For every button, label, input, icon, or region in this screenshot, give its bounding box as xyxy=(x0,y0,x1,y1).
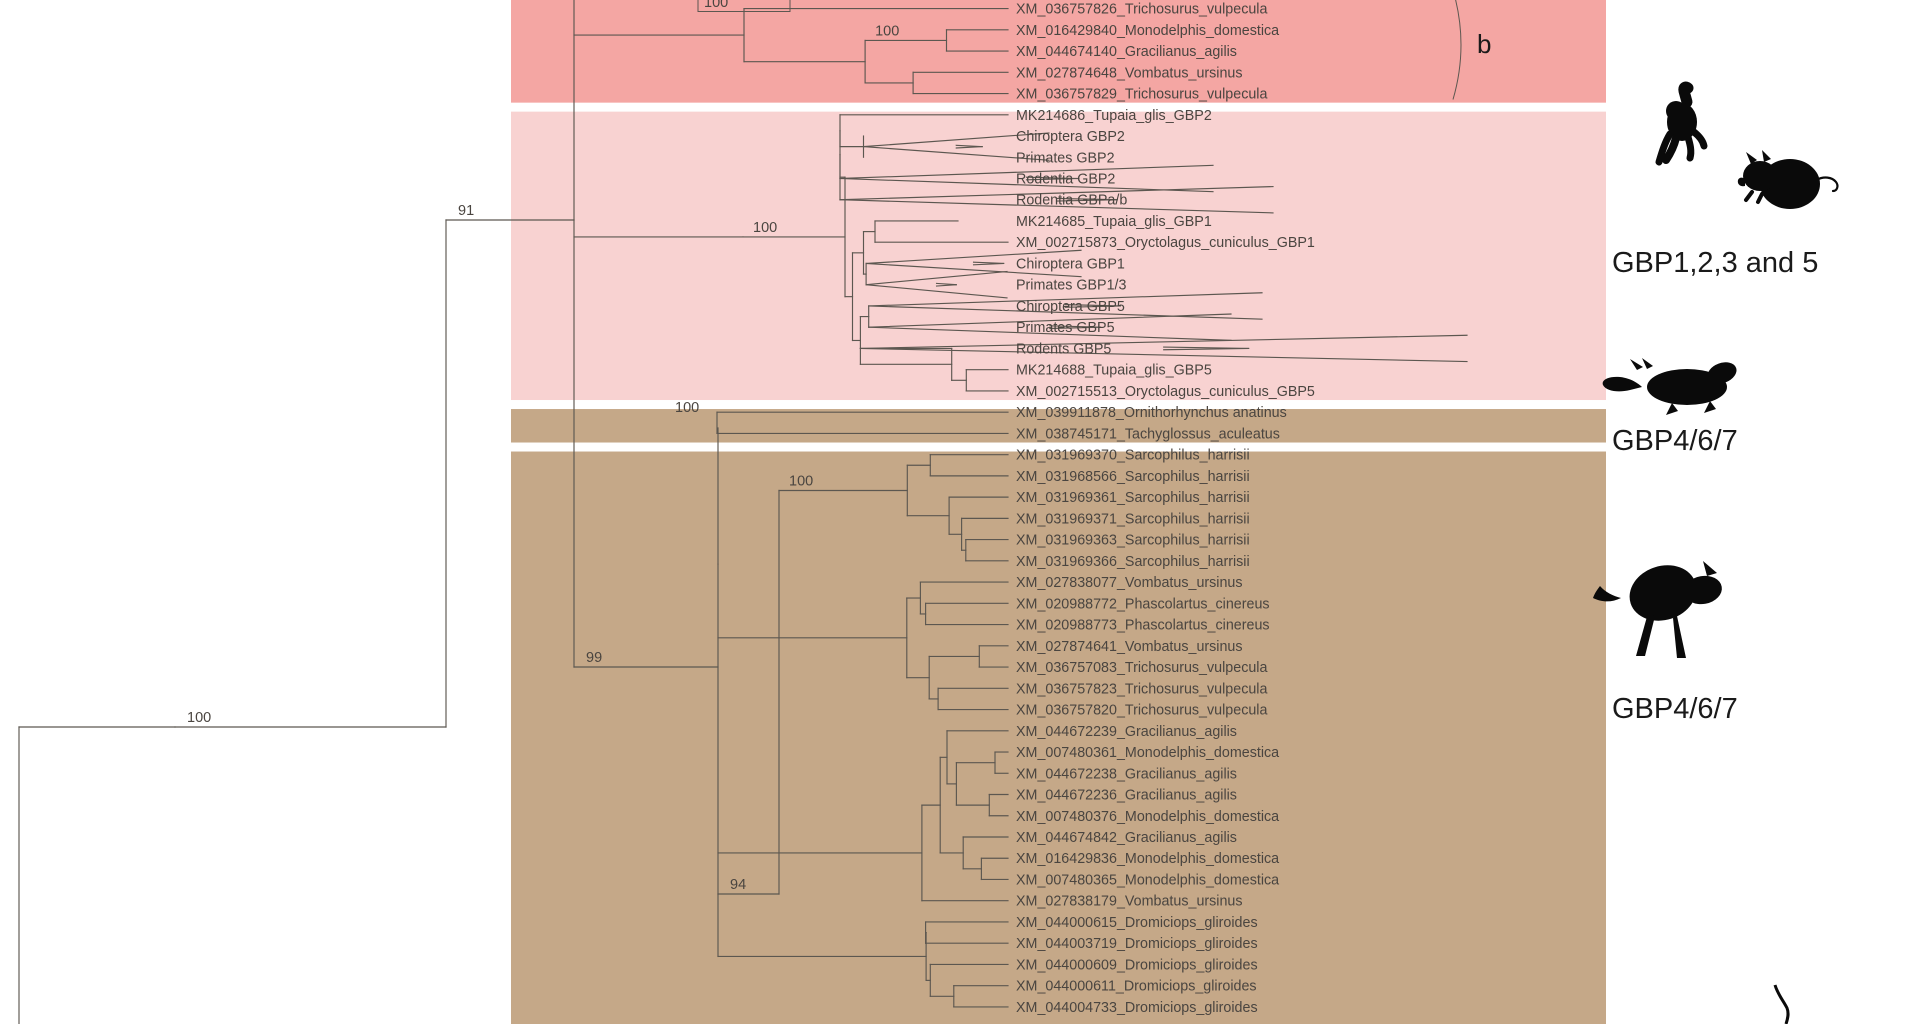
svg-text:Rodentia GBP2: Rodentia GBP2 xyxy=(1016,172,1115,188)
svg-text:Primates GBP2: Primates GBP2 xyxy=(1016,150,1115,166)
svg-text:MK214686_Tupaia_glis_GBP2: MK214686_Tupaia_glis_GBP2 xyxy=(1016,108,1212,124)
svg-text:XM_007480361_Monodelphis_domes: XM_007480361_Monodelphis_domestica xyxy=(1016,745,1279,761)
svg-text:XM_044674842_Gracilianus_agili: XM_044674842_Gracilianus_agilis xyxy=(1016,830,1237,846)
svg-text:XM_027874641_Vombatus_ursinus: XM_027874641_Vombatus_ursinus xyxy=(1016,639,1243,655)
svg-text:XM_002715513_Oryctolagus_cunic: XM_002715513_Oryctolagus_cuniculus_GBP5 xyxy=(1016,384,1315,400)
svg-text:XM_044672239_Gracilianus_agili: XM_044672239_Gracilianus_agilis xyxy=(1016,724,1237,740)
svg-text:GBP4/6/7: GBP4/6/7 xyxy=(1612,425,1738,457)
svg-text:XM_044672236_Gracilianus_agili: XM_044672236_Gracilianus_agilis xyxy=(1016,788,1237,804)
svg-text:Primates GBP1/3: Primates GBP1/3 xyxy=(1016,278,1126,294)
svg-text:XM_016429840_Monodelphis_domes: XM_016429840_Monodelphis_domestica xyxy=(1016,23,1279,39)
svg-text:XM_031968566_Sarcophilus_harri: XM_031968566_Sarcophilus_harrisii xyxy=(1016,469,1250,485)
svg-text:XM_036757823_Trichosurus_vulpe: XM_036757823_Trichosurus_vulpecula xyxy=(1016,681,1267,697)
svg-text:100: 100 xyxy=(704,0,728,11)
svg-text:100: 100 xyxy=(789,473,813,489)
svg-text:99: 99 xyxy=(586,650,602,666)
svg-text:Primates GBP5: Primates GBP5 xyxy=(1016,320,1115,336)
svg-text:XM_044003719_Dromiciops_gliroi: XM_044003719_Dromiciops_gliroides xyxy=(1016,936,1258,952)
svg-text:XM_016429836_Monodelphis_domes: XM_016429836_Monodelphis_domestica xyxy=(1016,851,1279,867)
svg-text:XM_031969371_Sarcophilus_harri: XM_031969371_Sarcophilus_harrisii xyxy=(1016,511,1250,527)
svg-text:XM_002715873_Oryctolagus_cunic: XM_002715873_Oryctolagus_cuniculus_GBP1 xyxy=(1016,235,1315,251)
svg-text:XM_036757826_Trichosurus_vulpe: XM_036757826_Trichosurus_vulpecula xyxy=(1016,2,1267,18)
svg-text:MK214685_Tupaia_glis_GBP1: MK214685_Tupaia_glis_GBP1 xyxy=(1016,214,1212,230)
svg-text:94: 94 xyxy=(730,877,746,893)
svg-text:b: b xyxy=(1477,29,1491,59)
svg-text:XM_044000609_Dromiciops_gliroi: XM_044000609_Dromiciops_gliroides xyxy=(1016,957,1258,973)
svg-text:100: 100 xyxy=(675,400,699,416)
svg-text:XM_020988772_Phascolartus_cine: XM_020988772_Phascolartus_cinereus xyxy=(1016,596,1270,612)
svg-text:XM_031969366_Sarcophilus_harri: XM_031969366_Sarcophilus_harrisii xyxy=(1016,554,1250,570)
svg-text:XM_031969361_Sarcophilus_harri: XM_031969361_Sarcophilus_harrisii xyxy=(1016,490,1250,506)
svg-text:XM_038745171_Tachyglossus_acul: XM_038745171_Tachyglossus_aculeatus xyxy=(1016,426,1280,442)
svg-text:XM_007480376_Monodelphis_domes: XM_007480376_Monodelphis_domestica xyxy=(1016,809,1279,825)
svg-text:XM_031969363_Sarcophilus_harri: XM_031969363_Sarcophilus_harrisii xyxy=(1016,533,1250,549)
svg-text:XM_044674140_Gracilianus_agili: XM_044674140_Gracilianus_agilis xyxy=(1016,44,1237,60)
svg-text:91: 91 xyxy=(458,203,474,219)
svg-text:MK214688_Tupaia_glis_GBP5: MK214688_Tupaia_glis_GBP5 xyxy=(1016,363,1212,379)
svg-text:XM_031969370_Sarcophilus_harri: XM_031969370_Sarcophilus_harrisii xyxy=(1016,448,1250,464)
svg-text:100: 100 xyxy=(187,710,211,726)
svg-text:GBP4/6/7: GBP4/6/7 xyxy=(1612,693,1738,725)
svg-text:XM_044000611_Dromiciops_gliroi: XM_044000611_Dromiciops_gliroides xyxy=(1016,979,1257,995)
svg-text:XM_020988773_Phascolartus_cine: XM_020988773_Phascolartus_cinereus xyxy=(1016,618,1270,634)
svg-text:XM_007480365_Monodelphis_domes: XM_007480365_Monodelphis_domestica xyxy=(1016,872,1279,888)
svg-text:Chiroptera GBP2: Chiroptera GBP2 xyxy=(1016,129,1125,145)
svg-text:XM_036757820_Trichosurus_vulpe: XM_036757820_Trichosurus_vulpecula xyxy=(1016,703,1267,719)
svg-text:XM_039911878_Ornithorhynchus a: XM_039911878_Ornithorhynchus anatinus xyxy=(1016,405,1287,421)
svg-text:XM_044000615_Dromiciops_gliroi: XM_044000615_Dromiciops_gliroides xyxy=(1016,915,1258,931)
svg-text:XM_036757829_Trichosurus_vulpe: XM_036757829_Trichosurus_vulpecula xyxy=(1016,87,1267,103)
svg-text:GBP1,2,3 and 5: GBP1,2,3 and 5 xyxy=(1612,247,1818,279)
svg-text:XM_027874648_Vombatus_ursinus: XM_027874648_Vombatus_ursinus xyxy=(1016,65,1243,81)
svg-text:100: 100 xyxy=(753,220,777,236)
svg-text:Chiroptera GBP1: Chiroptera GBP1 xyxy=(1016,256,1125,272)
svg-text:XM_044672238_Gracilianus_agili: XM_044672238_Gracilianus_agilis xyxy=(1016,766,1237,782)
svg-text:XM_027838077_Vombatus_ursinus: XM_027838077_Vombatus_ursinus xyxy=(1016,575,1243,591)
svg-text:XM_036757083_Trichosurus_vulpe: XM_036757083_Trichosurus_vulpecula xyxy=(1016,660,1267,676)
svg-text:Rodentia GBPa/b: Rodentia GBPa/b xyxy=(1016,193,1127,209)
svg-text:Rodents GBP5: Rodents GBP5 xyxy=(1016,341,1111,357)
svg-text:100: 100 xyxy=(875,23,899,39)
svg-text:XM_044004733_Dromiciops_gliroi: XM_044004733_Dromiciops_gliroides xyxy=(1016,1000,1258,1016)
svg-text:XM_027838179_Vombatus_ursinus: XM_027838179_Vombatus_ursinus xyxy=(1016,894,1243,910)
svg-text:Chiroptera GBP5: Chiroptera GBP5 xyxy=(1016,299,1125,315)
